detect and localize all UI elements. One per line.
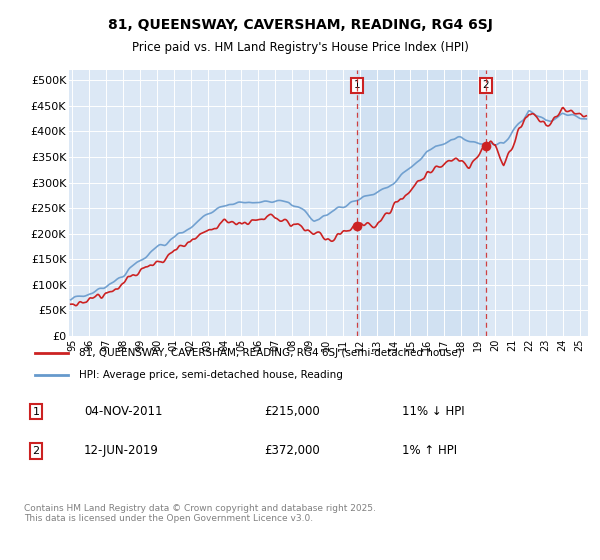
Text: 12-JUN-2019: 12-JUN-2019: [84, 444, 159, 458]
Text: £372,000: £372,000: [264, 444, 320, 458]
Text: 1: 1: [354, 80, 361, 90]
Text: 04-NOV-2011: 04-NOV-2011: [84, 405, 163, 418]
Text: 1% ↑ HPI: 1% ↑ HPI: [402, 444, 457, 458]
Text: Contains HM Land Registry data © Crown copyright and database right 2025.
This d: Contains HM Land Registry data © Crown c…: [24, 504, 376, 524]
Text: HPI: Average price, semi-detached house, Reading: HPI: Average price, semi-detached house,…: [79, 370, 343, 380]
Text: 1: 1: [32, 407, 40, 417]
Text: 81, QUEENSWAY, CAVERSHAM, READING, RG4 6SJ: 81, QUEENSWAY, CAVERSHAM, READING, RG4 6…: [107, 18, 493, 32]
Text: £215,000: £215,000: [264, 405, 320, 418]
Text: Price paid vs. HM Land Registry's House Price Index (HPI): Price paid vs. HM Land Registry's House …: [131, 41, 469, 54]
Bar: [357, 70, 486, 336]
Text: 2: 2: [482, 80, 489, 90]
Text: 2: 2: [32, 446, 40, 456]
Text: 11% ↓ HPI: 11% ↓ HPI: [402, 405, 464, 418]
Text: 81, QUEENSWAY, CAVERSHAM, READING, RG4 6SJ (semi-detached house): 81, QUEENSWAY, CAVERSHAM, READING, RG4 6…: [79, 348, 462, 358]
